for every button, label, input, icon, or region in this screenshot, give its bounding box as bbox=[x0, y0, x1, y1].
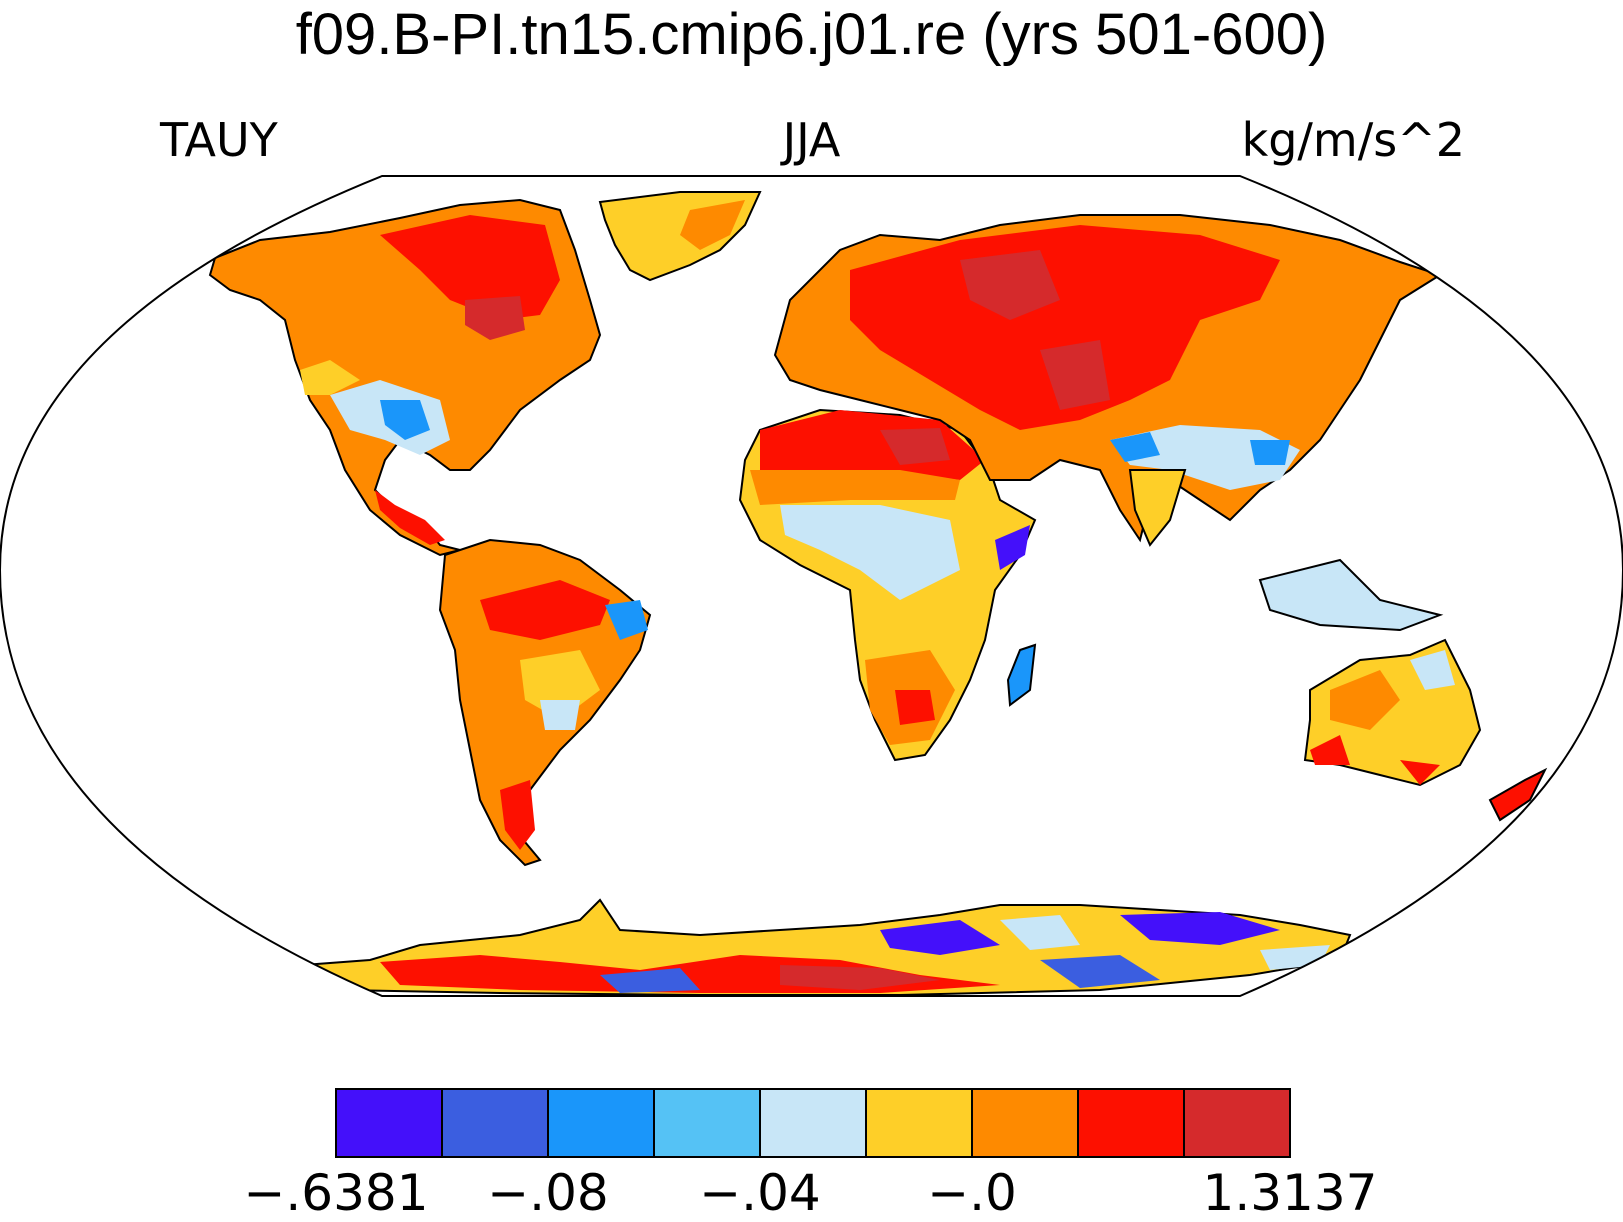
sa-south-red bbox=[500, 780, 535, 850]
sa-yellow-patch bbox=[520, 650, 600, 720]
australia-lightblue bbox=[1410, 650, 1455, 690]
africa-south-red bbox=[895, 690, 935, 725]
africa-orange-band bbox=[750, 470, 960, 505]
variable-label: TAUY bbox=[160, 113, 278, 167]
colorbar-swatch bbox=[441, 1088, 549, 1158]
madagascar-landmass bbox=[1006, 643, 1037, 707]
australia-orange bbox=[1330, 670, 1400, 730]
colorbar-swatch bbox=[335, 1088, 443, 1158]
colorbar-swatch bbox=[653, 1088, 761, 1158]
sa-blue-spot bbox=[605, 600, 648, 640]
globe-outline bbox=[0, 175, 1623, 997]
new-zealand-landmass bbox=[1488, 767, 1548, 822]
antarctica-darkred bbox=[780, 965, 940, 990]
map-title: f09.B-PI.tn15.cmip6.j01.re (yrs 501-600) bbox=[295, 2, 1328, 67]
eurasia-darkred-2 bbox=[1040, 340, 1110, 410]
antarctica-blue-east bbox=[880, 912, 1280, 955]
colorbar-tick-label: −.6381 bbox=[243, 1164, 429, 1222]
colorbar-tick-label: −.08 bbox=[487, 1164, 609, 1222]
sahara-red bbox=[760, 410, 985, 480]
colorbar-swatch bbox=[971, 1088, 1079, 1158]
na-blue-region bbox=[380, 400, 430, 440]
sa-red-band bbox=[480, 580, 610, 640]
se-asia-islands bbox=[1258, 558, 1444, 632]
colorbar-tick-label: 1.3137 bbox=[1202, 1164, 1378, 1222]
colorbar-swatch bbox=[759, 1088, 867, 1158]
sahara-darkred bbox=[880, 428, 950, 465]
eurasia-darkred-1 bbox=[960, 250, 1060, 320]
na-red-region bbox=[380, 215, 560, 320]
greenland-orange bbox=[680, 200, 745, 250]
units-label: kg/m/s^2 bbox=[1241, 113, 1465, 167]
colorbar-swatch bbox=[547, 1088, 655, 1158]
na-yellow-region bbox=[300, 360, 360, 395]
east-africa-blue bbox=[995, 525, 1030, 570]
central-america-red bbox=[375, 490, 445, 545]
colorbar-swatch bbox=[1183, 1088, 1291, 1158]
colorbar-swatch bbox=[865, 1088, 973, 1158]
australia-red bbox=[1310, 735, 1440, 785]
season-label: JJA bbox=[782, 113, 841, 167]
colorbar-tick-label: −.04 bbox=[699, 1164, 821, 1222]
antarctica-blue-west bbox=[600, 955, 1160, 993]
antarctica-lightblue bbox=[1000, 915, 1330, 970]
colorbar bbox=[335, 1088, 1291, 1158]
colorbar-tick-label: −.0 bbox=[927, 1164, 1017, 1222]
colorbar-swatch bbox=[1077, 1088, 1185, 1158]
india-yellow bbox=[1128, 469, 1187, 547]
eurasia-red-core bbox=[850, 225, 1280, 430]
africa-lightblue bbox=[780, 505, 960, 600]
land-field bbox=[208, 191, 1548, 996]
na-darkred-region bbox=[465, 296, 525, 340]
sa-lightblue-patch bbox=[540, 700, 580, 730]
asia-blue bbox=[1110, 432, 1290, 465]
